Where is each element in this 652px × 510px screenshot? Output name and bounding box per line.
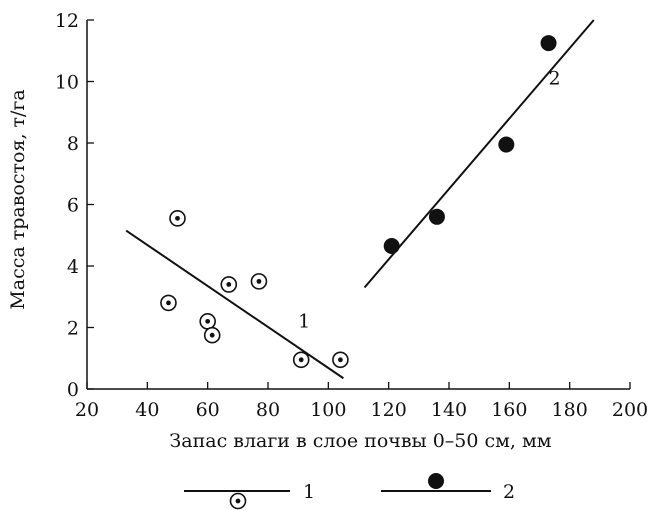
x-tick-label: 180 <box>552 399 588 421</box>
data-point-series-2 <box>383 238 400 255</box>
x-tick-label: 140 <box>431 399 467 421</box>
legend-item-2: 2 <box>381 473 515 503</box>
legend-item-1: 1 <box>184 481 315 510</box>
x-tick-label: 40 <box>135 399 159 421</box>
data-points <box>160 35 557 369</box>
trend-line-2 <box>363 19 595 289</box>
y-tick-label: 12 <box>55 10 79 32</box>
data-point-series-1 <box>220 276 238 293</box>
legend-label: 2 <box>503 481 515 503</box>
data-point-series-1 <box>292 351 310 369</box>
data-point-series-2 <box>428 208 445 225</box>
y-tick-label: 8 <box>67 133 79 155</box>
y-tick-label: 10 <box>55 72 79 94</box>
y-tick-label: 4 <box>67 256 79 278</box>
x-tick-label: 160 <box>491 399 527 421</box>
legend-label: 1 <box>303 481 315 503</box>
line-labels: 12 <box>298 68 560 333</box>
legend-marker <box>229 492 247 510</box>
y-tick-label: 0 <box>67 379 79 401</box>
data-point-series-1 <box>169 210 186 227</box>
data-point-series-1 <box>332 351 349 369</box>
y-axis-title: Масса травостоя, т/га <box>7 89 29 309</box>
x-tick-label: 100 <box>310 399 346 421</box>
data-point-series-1 <box>203 326 221 344</box>
y-tick-label: 6 <box>67 195 79 217</box>
line-label-1: 1 <box>298 311 310 333</box>
x-axis-ticks: 20 40 60 80 100 120 140 160 180 200 <box>75 382 648 421</box>
data-point-series-1 <box>199 313 216 330</box>
x-tick-label: 200 <box>612 399 648 421</box>
x-tick-label: 20 <box>75 399 99 421</box>
trend-lines <box>125 19 595 380</box>
data-point-series-1 <box>160 294 177 312</box>
line-label-2: 2 <box>549 68 561 90</box>
y-tick-label: 2 <box>67 318 79 340</box>
trend-line-1 <box>125 229 344 380</box>
x-tick-label: 60 <box>196 399 220 421</box>
y-axis-ticks: 0 2 4 6 8 10 12 <box>55 10 94 401</box>
x-axis-title: Запас влаги в слое почвы 0–50 см, мм <box>169 430 551 452</box>
x-tick-label: 120 <box>371 399 407 421</box>
legend-marker <box>428 473 444 489</box>
x-tick-label: 80 <box>256 399 280 421</box>
data-point-series-2 <box>540 35 557 52</box>
data-point-series-2 <box>498 136 515 153</box>
data-point-series-1 <box>250 273 268 290</box>
